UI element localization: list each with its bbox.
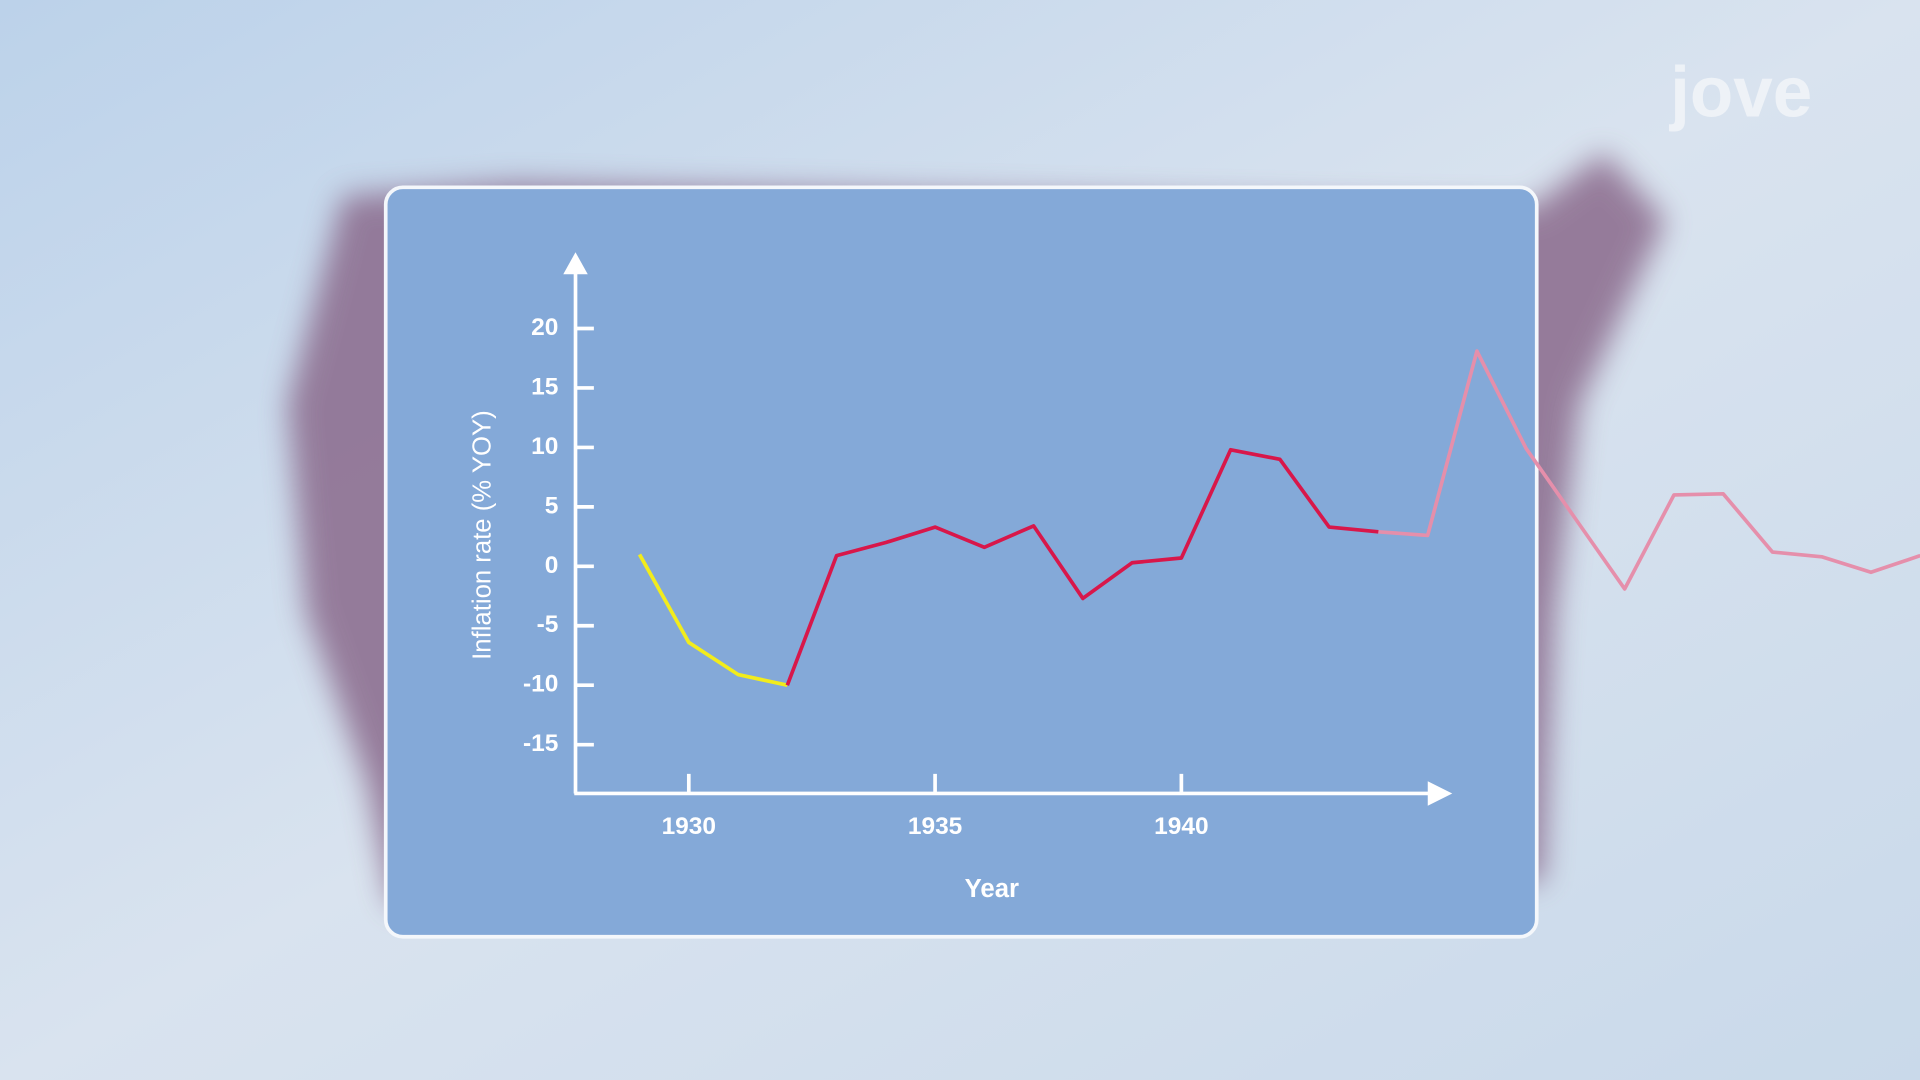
y-tick-label: 10 bbox=[531, 433, 558, 460]
x-axis-arrow bbox=[1427, 781, 1453, 806]
chart-panel bbox=[383, 185, 1539, 939]
x-axis-label: Year bbox=[965, 875, 1019, 903]
logo: jove bbox=[1668, 54, 1812, 133]
y-tick-label: -10 bbox=[523, 671, 558, 698]
y-tick-label: 15 bbox=[531, 373, 558, 400]
x-tick-label: 1940 bbox=[1154, 813, 1208, 840]
y-tick-label: -15 bbox=[523, 730, 558, 757]
data-line bbox=[785, 447, 1379, 686]
data-line bbox=[1378, 349, 1920, 591]
y-tick-label: -5 bbox=[537, 611, 559, 638]
x-tick-label: 1930 bbox=[662, 813, 716, 840]
y-axis-arrow bbox=[563, 252, 588, 275]
x-tick-label: 1935 bbox=[908, 813, 962, 840]
y-axis-label: Inflation rate (% YOY) bbox=[468, 410, 496, 660]
data-line bbox=[637, 553, 788, 688]
y-tick-label: 5 bbox=[545, 492, 559, 519]
y-tick-label: 20 bbox=[531, 314, 558, 341]
y-tick-label: 0 bbox=[545, 552, 559, 579]
